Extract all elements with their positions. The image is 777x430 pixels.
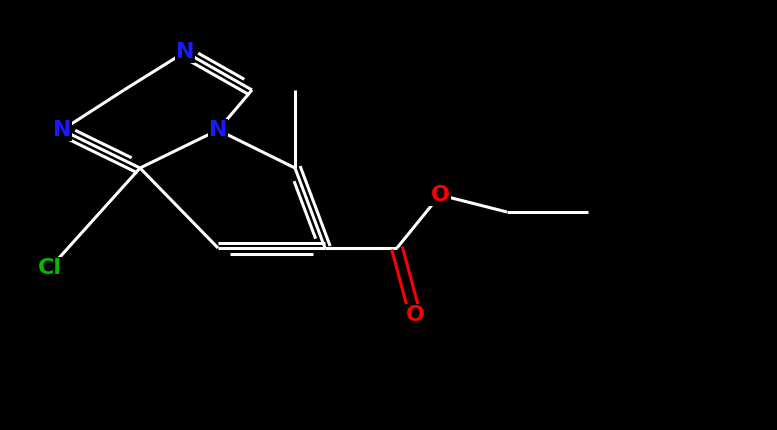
Text: N: N (209, 120, 227, 140)
Text: Cl: Cl (38, 258, 62, 278)
Text: O: O (430, 185, 450, 205)
Text: N: N (176, 42, 194, 62)
Text: N: N (53, 120, 71, 140)
Text: O: O (406, 305, 424, 325)
